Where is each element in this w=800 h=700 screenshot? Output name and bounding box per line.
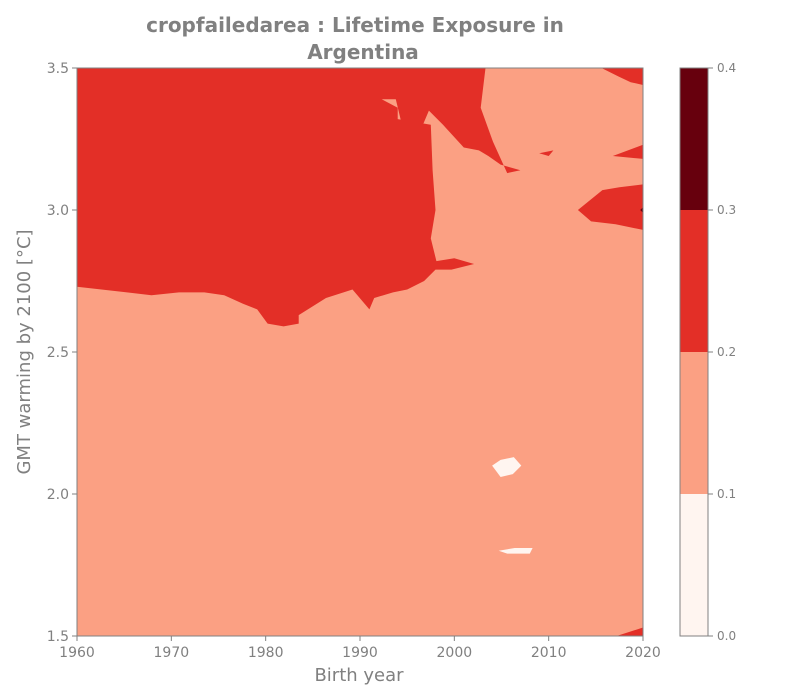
contour-region-top-right-corner-0.2-0.3 xyxy=(601,68,643,85)
x-axis: 1960 1970 1980 1990 2000 2010 2020 xyxy=(59,636,661,661)
y-tick-label: 2.0 xyxy=(47,487,69,503)
chart-title-line-1: cropfailedarea : Lifetime Exposure in xyxy=(146,13,564,37)
y-axis-label: GMT warming by 2100 [°C] xyxy=(14,229,35,474)
x-axis-label: Birth year xyxy=(314,665,404,686)
contour-region-upper-left-0.2-0.3 xyxy=(77,68,521,327)
contour-region-tiny-dark-0.3-0.4 xyxy=(640,207,643,213)
chart-title-line-2: Argentina xyxy=(307,40,419,64)
x-tick-label: 2000 xyxy=(437,645,473,661)
y-axis: 1.5 2.0 2.5 3.0 3.5 xyxy=(47,61,77,645)
colorbar: 0.0 0.1 0.2 0.3 0.4 xyxy=(679,61,736,643)
colorbar-segment xyxy=(680,494,708,636)
contour-region-bottom-right-corner-0.2-0.3 xyxy=(616,627,643,636)
contour-region-right-spike-0.2-0.3 xyxy=(612,144,643,159)
x-tick-label: 2010 xyxy=(531,645,567,661)
contour-region-right-wedge-0.2-0.3 xyxy=(577,184,643,230)
contour-region-white-blob-lower-0.0-0.1 xyxy=(498,548,533,554)
x-tick-label: 1960 xyxy=(59,645,95,661)
colorbar-segment xyxy=(680,352,708,494)
contour-region-white-blob-upper-0.0-0.1 xyxy=(492,457,522,477)
y-tick-label: 3.5 xyxy=(47,61,69,77)
colorbar-tick-label: 0.0 xyxy=(717,629,736,643)
x-tick-label: 2020 xyxy=(625,645,661,661)
colorbar-tick-label: 0.3 xyxy=(717,203,736,217)
y-tick-label: 2.5 xyxy=(47,345,69,361)
colorbar-tick-label: 0.1 xyxy=(717,487,736,501)
contour-region-small-blob-0.2-0.3 xyxy=(539,150,554,156)
y-tick-label: 1.5 xyxy=(47,629,69,645)
contour-plot-area xyxy=(77,68,643,636)
x-tick-label: 1980 xyxy=(248,645,284,661)
colorbar-segment xyxy=(680,210,708,352)
colorbar-tick-label: 0.4 xyxy=(717,61,736,75)
x-tick-label: 1970 xyxy=(154,645,190,661)
colorbar-tick-label: 0.2 xyxy=(717,345,736,359)
y-tick-label: 3.0 xyxy=(47,203,69,219)
x-tick-label: 1990 xyxy=(342,645,378,661)
colorbar-segment xyxy=(680,68,708,210)
